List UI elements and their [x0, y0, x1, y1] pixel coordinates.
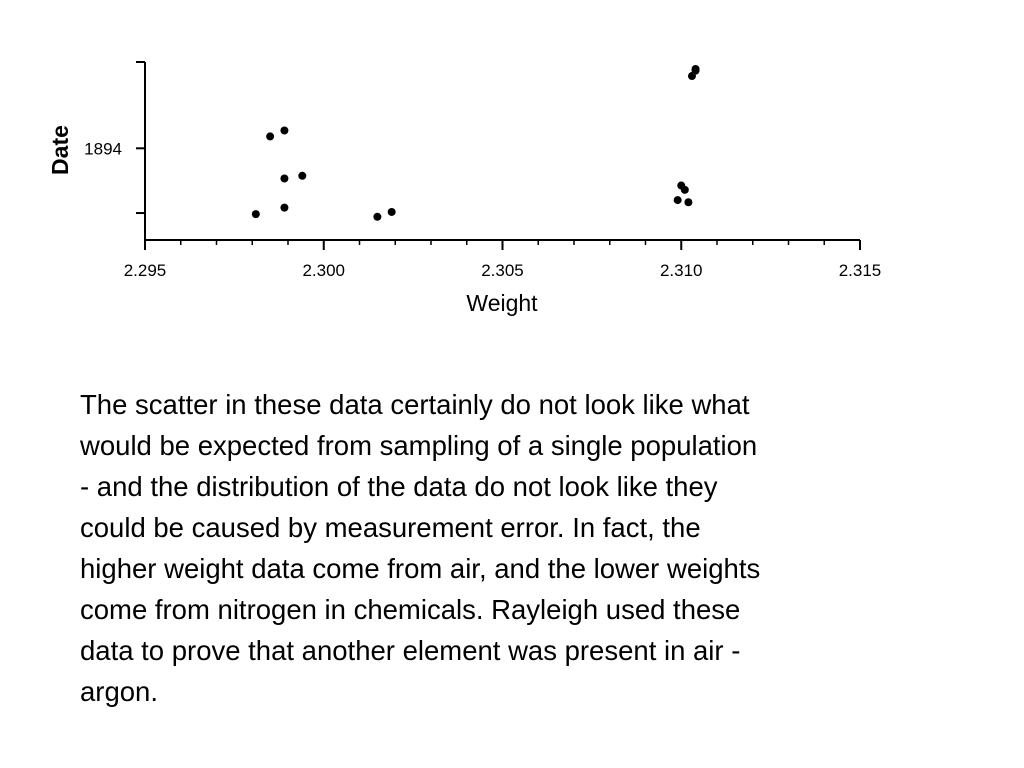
data-point	[691, 65, 700, 74]
data-point	[280, 174, 289, 183]
x-tick-label: 2.305	[481, 261, 524, 280]
data-point	[280, 203, 289, 212]
y-tick-label: 1894	[84, 139, 122, 158]
x-tick-label: 2.310	[660, 261, 703, 280]
x-tick-label: 2.295	[124, 261, 167, 280]
x-tick-label: 2.300	[302, 261, 345, 280]
x-axis-label: Weight	[466, 290, 538, 316]
data-point	[298, 171, 307, 180]
chart-points	[251, 65, 700, 221]
chart-axes: 2.295 2.300 2.305 2.310 2.315 1894	[84, 61, 882, 280]
data-point	[373, 212, 382, 221]
data-point	[266, 132, 275, 141]
data-point	[280, 126, 289, 135]
x-tick-label: 2.315	[839, 261, 882, 280]
scatter-chart: 2.295 2.300 2.305 2.310 2.315 1894 Weight Dat…	[47, 61, 882, 316]
data-point	[684, 198, 693, 207]
data-point	[387, 207, 396, 216]
data-point	[673, 196, 682, 205]
data-point	[680, 185, 689, 194]
explanation-text: The scatter in these data certainly do n…	[80, 389, 761, 707]
data-point	[251, 210, 260, 219]
y-axis-label: Date	[47, 125, 73, 175]
